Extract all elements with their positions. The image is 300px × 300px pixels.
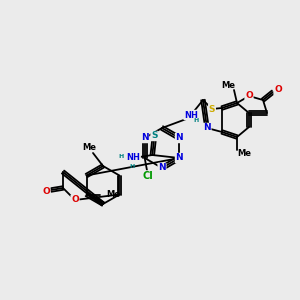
Text: NH: NH — [126, 154, 140, 163]
Text: Me: Me — [237, 149, 251, 158]
Text: N: N — [158, 164, 166, 172]
Text: Me: Me — [82, 143, 96, 152]
Text: O: O — [42, 187, 50, 196]
Text: N: N — [176, 154, 183, 163]
Text: Cl: Cl — [142, 171, 153, 181]
Text: N: N — [141, 134, 148, 142]
Text: H: H — [194, 118, 199, 124]
Text: NH: NH — [184, 110, 198, 119]
Text: S: S — [209, 104, 215, 113]
Text: N: N — [203, 124, 211, 133]
Text: O: O — [71, 196, 79, 205]
Text: N: N — [176, 134, 183, 142]
Text: Me: Me — [221, 80, 235, 89]
Text: Me: Me — [106, 190, 121, 199]
Text: S: S — [151, 131, 158, 140]
Text: H: H — [130, 164, 135, 169]
Text: O: O — [274, 85, 282, 94]
Text: O: O — [245, 92, 253, 100]
Text: H: H — [119, 154, 124, 158]
